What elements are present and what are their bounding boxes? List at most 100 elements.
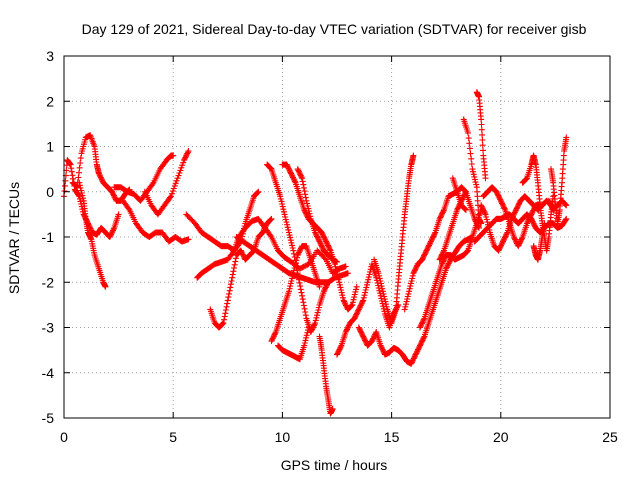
series-trace-9 (207, 215, 275, 331)
data-point (221, 316, 228, 323)
data-point (359, 331, 365, 337)
data-point (415, 345, 422, 352)
data-point (289, 275, 296, 282)
data-point (168, 193, 174, 200)
data-point (454, 205, 461, 212)
data-point (316, 283, 323, 290)
data-point (480, 147, 486, 154)
data-point (290, 267, 297, 274)
data-point (470, 171, 477, 178)
data-point (523, 175, 530, 182)
data-point (462, 206, 469, 213)
data-point (183, 151, 190, 158)
x-tick-label: 0 (60, 429, 68, 445)
data-point (80, 195, 86, 202)
data-point (481, 208, 488, 215)
data-point (411, 267, 418, 274)
data-point (279, 201, 286, 207)
data-point (516, 200, 523, 207)
data-point (529, 208, 536, 215)
data-point (286, 166, 293, 173)
data-point (411, 268, 418, 275)
data-point (333, 268, 340, 275)
data-point (380, 290, 387, 297)
data-point (510, 212, 517, 218)
data-point (312, 230, 319, 237)
data-point (312, 317, 319, 324)
data-point (224, 300, 231, 307)
data-point (308, 327, 315, 334)
data-point (375, 270, 382, 277)
data-point (342, 301, 349, 308)
data-point (180, 159, 187, 166)
data-point (225, 294, 232, 301)
data-point (337, 345, 344, 352)
data-point (297, 172, 304, 179)
data-point (365, 276, 372, 283)
data-point (348, 303, 354, 310)
data-point (443, 265, 450, 272)
data-point (412, 266, 419, 273)
data-point (78, 190, 85, 196)
data-point (410, 152, 417, 159)
data-point (288, 239, 295, 246)
data-point (219, 321, 226, 328)
data-point (471, 173, 478, 180)
data-point (437, 214, 444, 221)
data-point (468, 161, 475, 167)
data-point (284, 224, 291, 231)
data-point (307, 213, 314, 220)
data-point (439, 259, 446, 266)
data-point (515, 201, 522, 208)
data-point (334, 271, 341, 278)
data-point (357, 327, 364, 334)
data-point (439, 210, 446, 217)
data-point (261, 226, 267, 233)
data-point (350, 296, 357, 303)
data-point (357, 328, 364, 335)
data-point (485, 221, 491, 228)
data-point (98, 175, 105, 182)
data-point (369, 336, 376, 343)
data-point (337, 343, 344, 350)
data-point (414, 347, 421, 354)
x-tick-label: 20 (493, 429, 509, 445)
data-point (305, 327, 311, 334)
data-point (548, 203, 555, 209)
data-point (303, 197, 310, 204)
data-point (299, 175, 306, 182)
data-point (303, 332, 310, 339)
data-point (513, 205, 520, 212)
data-point (422, 250, 429, 257)
data-point (305, 324, 312, 331)
data-point (77, 198, 84, 205)
data-point (97, 174, 104, 181)
data-point (289, 245, 296, 251)
series-trace-23 (449, 175, 469, 213)
data-point (424, 245, 431, 251)
data-point (403, 301, 409, 308)
data-point (290, 174, 296, 181)
data-point (512, 236, 519, 243)
data-point (499, 200, 505, 207)
data-point (287, 237, 294, 244)
data-point (462, 188, 469, 195)
data-point (468, 155, 475, 162)
data-point (259, 229, 266, 236)
data-point (529, 210, 535, 217)
data-point (431, 232, 437, 239)
data-point (299, 292, 306, 299)
data-point (290, 247, 297, 254)
series-trace-25 (473, 89, 489, 182)
data-point (332, 263, 339, 270)
data-point (357, 302, 364, 309)
data-point (524, 220, 530, 227)
data-point (317, 241, 324, 248)
data-point (223, 303, 230, 310)
data-point (220, 320, 227, 326)
data-point (530, 221, 537, 228)
data-point (500, 238, 506, 245)
data-point (355, 306, 362, 313)
data-point (423, 247, 430, 254)
data-point (287, 234, 294, 241)
